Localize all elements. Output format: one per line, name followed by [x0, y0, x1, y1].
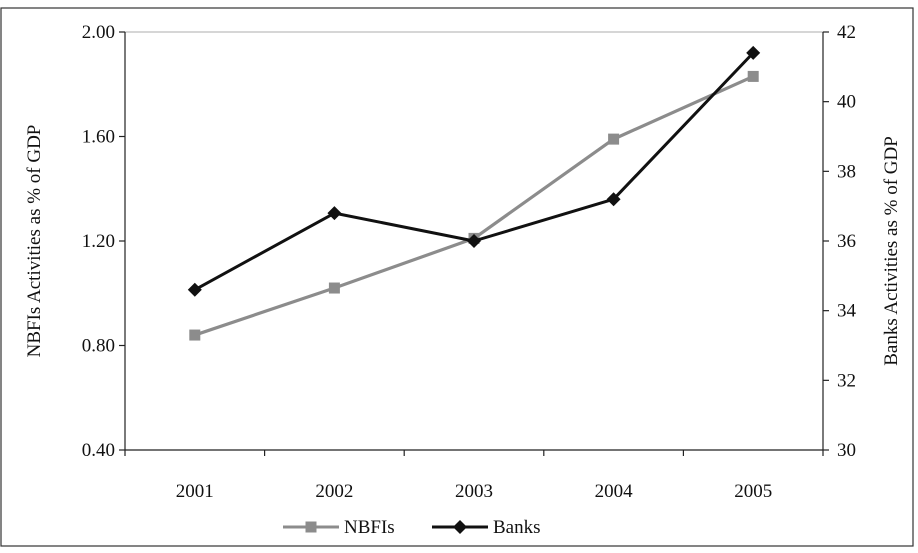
left-tick-label: 0.80 [82, 336, 115, 357]
series-layer [187, 45, 761, 341]
data-point-nbfis [608, 133, 620, 145]
left-tick-label: 1.20 [82, 231, 115, 252]
legend-item-banks: Banks [432, 517, 541, 538]
legend: NBFIs Banks [283, 517, 541, 538]
legend-item-nbfis: NBFIs [283, 517, 395, 538]
chart-frame [0, 7, 914, 547]
right-tick-label: 40 [837, 92, 856, 113]
x-tick-label: 2004 [595, 481, 634, 502]
x-tick-label: 2003 [455, 481, 493, 502]
data-point-banks [327, 206, 342, 221]
data-point-nbfis [189, 329, 201, 341]
data-point-nbfis [328, 282, 340, 294]
x-tick-label: 2002 [315, 481, 353, 502]
legend-swatch-marker [305, 521, 317, 533]
left-tick-label: 2.00 [82, 22, 115, 43]
left-tick-label: 0.40 [82, 440, 115, 461]
data-point-banks [187, 282, 202, 297]
right-tick-label: 36 [837, 231, 856, 252]
legend-swatch-marker [453, 520, 467, 534]
right-tick-label: 38 [837, 161, 856, 182]
data-point-nbfis [747, 70, 759, 82]
legend-label: Banks [493, 517, 541, 538]
axes: 0.40 0.80 1.20 1.60 2.00 30 32 34 36 38 40 42 2001 20… [24, 22, 902, 502]
left-axis-title: NBFIs Activities as % of GDP [24, 125, 45, 358]
x-tick-label: 2001 [176, 481, 214, 502]
series-banks [187, 45, 761, 297]
right-tick-label: 30 [837, 440, 856, 461]
right-tick-label: 32 [837, 370, 856, 391]
right-tick-label: 34 [837, 301, 857, 322]
data-point-banks [746, 45, 761, 60]
data-point-banks [467, 234, 481, 248]
legend-label: NBFIs [344, 517, 395, 538]
left-tick-label: 1.60 [82, 127, 115, 148]
right-axis-title: Banks Activities as % of GDP [881, 136, 902, 366]
x-tick-label: 2005 [734, 481, 772, 502]
right-tick-label: 42 [837, 22, 856, 43]
data-point-banks [606, 192, 621, 207]
